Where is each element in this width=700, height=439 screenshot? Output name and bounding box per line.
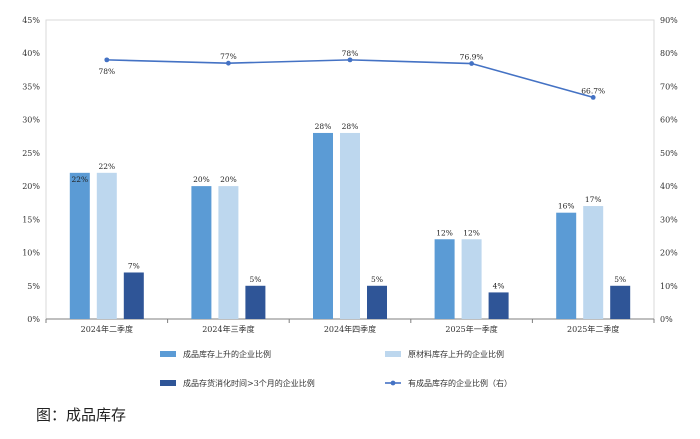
- legend-swatch: [385, 351, 401, 357]
- right-y-tick-label: 50%: [660, 149, 678, 158]
- left-y-tick-label: 0%: [27, 315, 40, 324]
- line-point: [104, 57, 110, 63]
- line-series: 78% 77% 78% 76.9% 66.7%: [98, 49, 605, 100]
- left-y-tick-label: 15%: [22, 215, 40, 224]
- bar-data-label: 28%: [342, 122, 359, 131]
- legend-swatch: [160, 351, 176, 357]
- line-point: [590, 95, 596, 100]
- left-y-tick-label: 30%: [22, 116, 40, 125]
- line-data-label: 78%: [98, 67, 115, 76]
- bar-series: 22% 20% 28% 12% 16% 22% 20% 28% 12% 17% 7% 5% 5% 4% 5%: [69, 122, 631, 319]
- line-point: [469, 61, 474, 66]
- combo-chart: 0% 5% 10% 15% 20% 25% 30% 35% 40% 45% 0% 10% 20% 30%…: [22, 16, 678, 388]
- bar: [69, 172, 90, 319]
- bar: [245, 285, 266, 319]
- x-tick-label: 2024年三季度: [202, 324, 254, 334]
- figure-caption: 图：成品库存: [36, 406, 127, 424]
- line-data-label: 77%: [220, 52, 237, 61]
- right-y-tick-label: 40%: [660, 182, 678, 191]
- legend-label: 有成品库存的企业比例（右）: [408, 378, 512, 388]
- x-tick-label: 2025年二季度: [567, 324, 619, 334]
- line-data-label: 66.7%: [581, 86, 605, 95]
- left-y-axis: 0% 5% 10% 15% 20% 25% 30% 35% 40% 45%: [22, 16, 40, 324]
- right-y-tick-label: 10%: [660, 282, 678, 291]
- left-y-tick-label: 40%: [22, 49, 40, 58]
- x-tick-label: 2024年二季度: [81, 324, 133, 334]
- bar: [123, 272, 144, 319]
- bar: [461, 239, 482, 319]
- left-y-tick-label: 20%: [22, 182, 40, 191]
- left-y-tick-label: 35%: [22, 82, 40, 91]
- right-y-axis: 0% 10% 20% 30% 40% 50% 60% 70% 80% 90%: [660, 16, 678, 324]
- line-point: [226, 60, 231, 66]
- bar: [610, 285, 631, 319]
- line-data-label: 78%: [342, 49, 359, 58]
- legend-label: 原材料库存上升的企业比例: [408, 349, 504, 359]
- left-y-tick-label: 10%: [22, 249, 40, 258]
- bar: [218, 186, 239, 319]
- bar: [313, 132, 333, 319]
- right-y-tick-label: 20%: [660, 249, 678, 258]
- right-y-tick-label: 70%: [660, 82, 678, 91]
- bar: [367, 285, 387, 319]
- legend: 成品库存上升的企业比例 原材料库存上升的企业比例成品存货消化时间>3个月的企业比例…: [160, 349, 512, 388]
- bar-data-label: 12%: [463, 228, 480, 237]
- bar: [556, 212, 577, 319]
- x-tick-label: 2024年四季度: [324, 324, 376, 334]
- bar-data-label: 22%: [71, 175, 88, 184]
- right-y-tick-label: 90%: [660, 16, 678, 25]
- bar-data-label: 12%: [436, 228, 453, 237]
- bar: [191, 186, 212, 319]
- bar: [434, 239, 455, 319]
- bar: [583, 206, 604, 319]
- line-path: [106, 59, 594, 99]
- left-y-tick-label: 45%: [22, 16, 40, 25]
- bar-data-label: 5%: [614, 275, 626, 284]
- bar-data-label: 5%: [249, 275, 261, 284]
- bar: [488, 292, 509, 319]
- bar-data-label: 20%: [220, 175, 237, 184]
- bar: [96, 172, 117, 319]
- right-y-tick-label: 0%: [660, 315, 673, 324]
- legend-marker: [390, 380, 396, 386]
- x-axis: 2024年二季度 2024年三季度 2024年四季度 2025年一季度 2025年二季度: [45, 318, 655, 334]
- bar: [340, 132, 360, 319]
- line-point: [347, 57, 353, 63]
- bar-data-label: 28%: [315, 122, 332, 131]
- bar-data-label: 5%: [371, 275, 383, 284]
- legend-label: 成品库存上升的企业比例: [183, 349, 271, 359]
- bar-data-label: 20%: [193, 175, 210, 184]
- legend-label: 成品存货消化时间>3个月的企业比例: [183, 378, 315, 388]
- x-tick-label: 2025年一季度: [445, 324, 497, 334]
- bar-data-label: 16%: [558, 202, 575, 211]
- bar-data-label: 22%: [98, 162, 115, 171]
- bar-data-label: 17%: [585, 195, 602, 204]
- right-y-tick-label: 60%: [660, 116, 678, 125]
- right-y-tick-label: 80%: [660, 49, 678, 58]
- left-y-tick-label: 25%: [22, 149, 40, 158]
- left-y-tick-label: 5%: [27, 282, 40, 291]
- legend-swatch: [160, 380, 176, 386]
- bar-data-label: 7%: [128, 261, 140, 270]
- bar-data-label: 4%: [493, 281, 505, 290]
- line-data-label: 76.9%: [460, 53, 484, 62]
- right-y-tick-label: 30%: [660, 215, 678, 224]
